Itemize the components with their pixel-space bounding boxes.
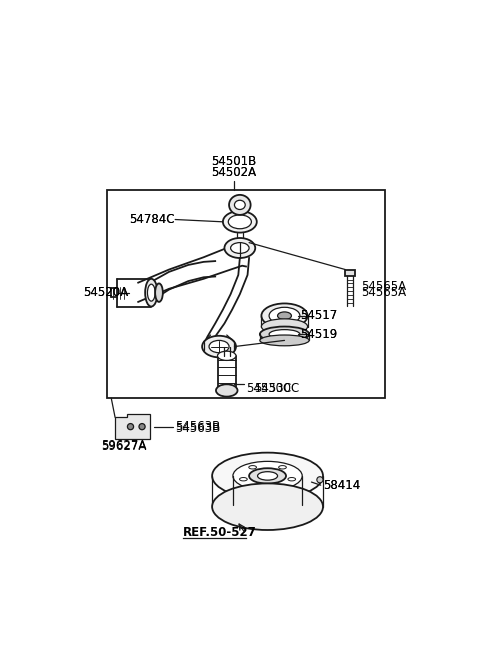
Ellipse shape bbox=[230, 242, 249, 253]
Ellipse shape bbox=[317, 477, 323, 483]
Ellipse shape bbox=[260, 327, 309, 342]
Text: 54517: 54517 bbox=[300, 309, 337, 322]
Text: 54502A: 54502A bbox=[211, 166, 256, 179]
Ellipse shape bbox=[279, 466, 287, 469]
Ellipse shape bbox=[262, 319, 308, 334]
Text: 58414: 58414 bbox=[323, 479, 360, 492]
Ellipse shape bbox=[212, 453, 323, 499]
Text: 54530C: 54530C bbox=[246, 383, 291, 396]
Ellipse shape bbox=[260, 335, 309, 346]
Text: REF.50-527: REF.50-527 bbox=[183, 527, 257, 540]
Text: 54502A: 54502A bbox=[211, 166, 256, 179]
Ellipse shape bbox=[212, 483, 323, 530]
Ellipse shape bbox=[249, 466, 256, 469]
Ellipse shape bbox=[223, 211, 257, 233]
Ellipse shape bbox=[216, 384, 238, 397]
Ellipse shape bbox=[258, 472, 277, 480]
Ellipse shape bbox=[288, 477, 296, 481]
Text: 54517: 54517 bbox=[300, 309, 337, 322]
Polygon shape bbox=[115, 413, 150, 439]
Text: 54565A: 54565A bbox=[361, 280, 407, 293]
Ellipse shape bbox=[240, 477, 247, 481]
Bar bbox=[345, 271, 355, 276]
Ellipse shape bbox=[127, 424, 133, 430]
Text: 54501B: 54501B bbox=[211, 155, 257, 168]
Text: 54784C: 54784C bbox=[129, 213, 174, 226]
Ellipse shape bbox=[209, 341, 229, 353]
Text: 54565A: 54565A bbox=[361, 286, 407, 299]
Ellipse shape bbox=[229, 195, 251, 215]
Ellipse shape bbox=[277, 312, 291, 320]
Text: 54530C: 54530C bbox=[254, 383, 299, 396]
Ellipse shape bbox=[269, 329, 300, 339]
Ellipse shape bbox=[249, 468, 286, 483]
Text: 54519: 54519 bbox=[300, 328, 337, 341]
Text: 54501B: 54501B bbox=[211, 155, 257, 168]
Ellipse shape bbox=[145, 279, 157, 307]
Text: 54563B: 54563B bbox=[175, 420, 220, 433]
Ellipse shape bbox=[262, 303, 308, 328]
Text: 54784C: 54784C bbox=[129, 213, 174, 226]
Text: 59627A: 59627A bbox=[101, 439, 146, 451]
Ellipse shape bbox=[147, 284, 155, 301]
Ellipse shape bbox=[155, 284, 163, 302]
Ellipse shape bbox=[139, 424, 145, 430]
Ellipse shape bbox=[217, 351, 236, 360]
Bar bbox=[108, 190, 384, 398]
Ellipse shape bbox=[269, 307, 300, 324]
Text: 54520A: 54520A bbox=[83, 286, 128, 299]
Text: 59627A: 59627A bbox=[101, 440, 146, 453]
Ellipse shape bbox=[233, 461, 302, 491]
Text: 54519: 54519 bbox=[300, 328, 337, 341]
Text: 54563B: 54563B bbox=[175, 422, 220, 436]
Ellipse shape bbox=[264, 485, 271, 488]
Ellipse shape bbox=[228, 215, 252, 229]
Text: 54520A: 54520A bbox=[83, 286, 128, 299]
Text: 58414: 58414 bbox=[323, 479, 360, 492]
Ellipse shape bbox=[202, 336, 236, 358]
Ellipse shape bbox=[225, 238, 255, 258]
Ellipse shape bbox=[234, 200, 245, 210]
